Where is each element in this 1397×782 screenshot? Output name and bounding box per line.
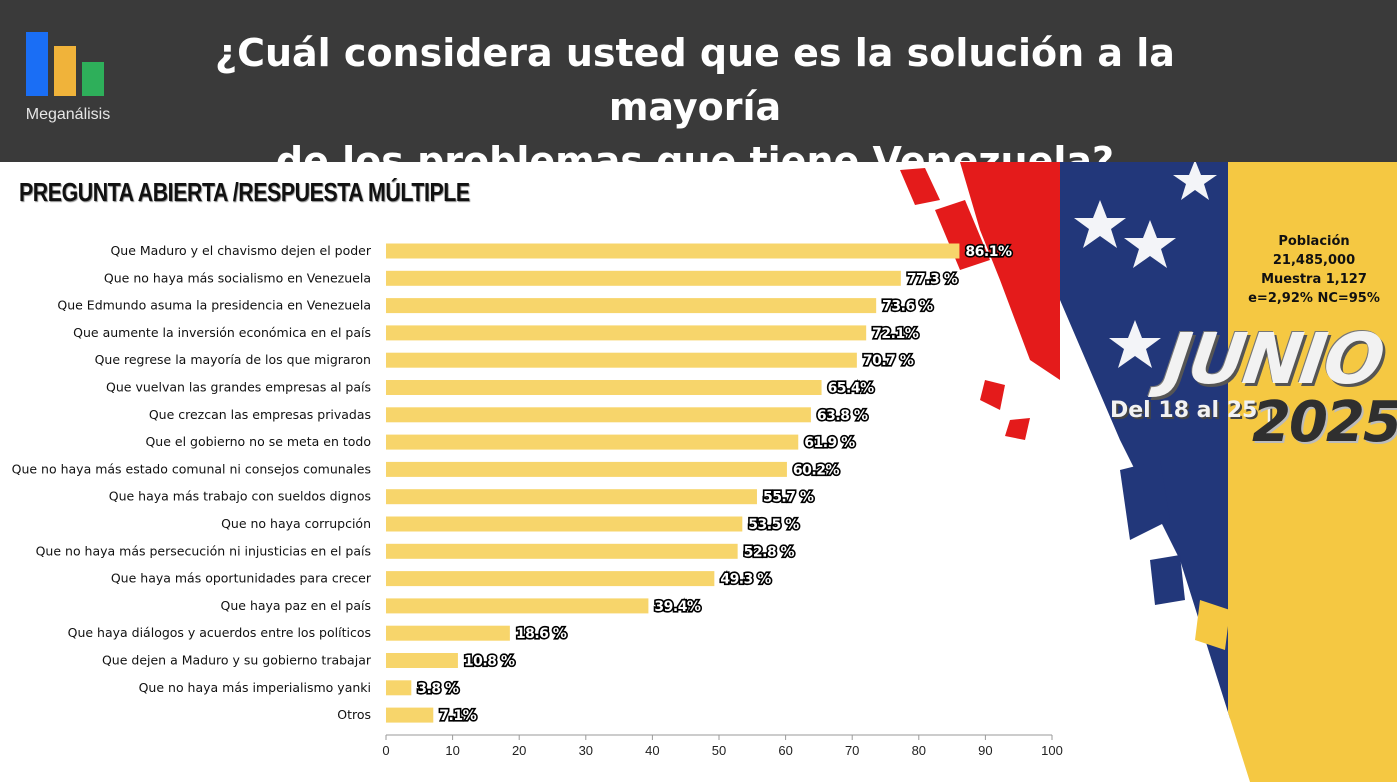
title-line-1: ¿Cuál considera usted que es la solución… <box>215 31 1175 129</box>
category-label: Que Maduro y el chavismo dejen el poder <box>110 243 371 258</box>
x-tick-label: 50 <box>712 743 726 758</box>
category-label: Que haya diálogos y acuerdos entre los p… <box>68 625 371 640</box>
value-label: 63.8 % <box>817 408 868 424</box>
x-tick-label: 70 <box>845 743 859 758</box>
bar <box>386 298 877 314</box>
category-label: Que regrese la mayoría de los que migrar… <box>95 352 371 367</box>
page-title: ¿Cuál considera usted que es la solución… <box>150 26 1240 162</box>
value-label: 39.4% <box>654 599 701 615</box>
x-tick-label: 90 <box>978 743 992 758</box>
category-label: Que vuelvan las grandes empresas al país <box>106 380 371 395</box>
category-label: Que dejen a Maduro y su gobierno trabaja… <box>102 653 372 668</box>
category-label: Que haya más oportunidades para crecer <box>111 571 372 586</box>
bar <box>386 707 434 723</box>
bar <box>386 243 960 259</box>
error-margin: e=2,92% NC=95% <box>1248 291 1380 306</box>
value-label: 73.6 % <box>882 299 933 315</box>
x-tick-label: 100 <box>1041 743 1063 758</box>
value-label: 60.2% <box>793 462 840 478</box>
bar <box>386 543 738 559</box>
category-label: Que no haya más imperialismo yanki <box>139 680 371 695</box>
category-label: Que no haya más persecución ni injustici… <box>36 543 371 558</box>
population-value: 21,485,000 <box>1272 253 1356 268</box>
bar <box>386 380 822 395</box>
survey-date-range: Del 18 al 25 | <box>1110 398 1274 423</box>
bar <box>386 434 799 450</box>
logo-bar-green <box>82 62 104 96</box>
population-label: Población <box>1278 234 1350 249</box>
bar <box>386 653 458 668</box>
bar <box>386 325 867 341</box>
value-label: 61.9 % <box>804 435 855 451</box>
value-label: 7.1% <box>439 708 476 724</box>
category-label: Que aumente la inversión económica en el… <box>73 325 371 340</box>
logo-bar-blue <box>26 32 48 96</box>
value-label: 86.1% <box>965 244 1012 260</box>
x-tick-label: 80 <box>912 743 926 758</box>
x-tick-label: 60 <box>778 743 792 758</box>
bar <box>386 270 901 286</box>
header-bar: Meganálisis ¿Cuál considera usted que es… <box>0 0 1397 162</box>
category-label: Que Edmundo asuma la presidencia en Vene… <box>57 298 371 313</box>
value-label: 18.6 % <box>516 626 567 642</box>
meganalisis-logo: Meganálisis <box>22 32 114 128</box>
value-label: 3.8 % <box>417 681 459 697</box>
sample-size: Muestra 1,127 <box>1261 272 1367 287</box>
value-label: 77.3 % <box>907 271 958 287</box>
x-tick-label: 10 <box>445 743 459 758</box>
x-tick-label: 0 <box>382 743 389 758</box>
value-label: 10.8 % <box>464 654 515 670</box>
question-type-subtitle: PREGUNTA ABIERTA /RESPUESTA MÚLTIPLE <box>19 177 470 207</box>
category-label: Que el gobierno no se meta en todo <box>145 434 371 449</box>
bar <box>386 598 649 614</box>
bar <box>386 516 743 532</box>
x-tick-label: 40 <box>645 743 659 758</box>
logo-bar-orange <box>54 46 76 96</box>
bar <box>386 571 715 587</box>
category-label: Que haya paz en el país <box>221 598 371 613</box>
bar <box>386 625 510 641</box>
bar <box>386 680 412 696</box>
category-label: Que no haya corrupción <box>221 516 371 531</box>
survey-info: Población 21,485,000 Muestra 1,127 e=2,9… <box>1236 232 1392 308</box>
value-label: 55.7 % <box>763 490 814 506</box>
survey-year: 2025 <box>1252 390 1397 455</box>
bar <box>386 489 757 505</box>
category-label: Que no haya más estado comunal ni consej… <box>12 461 371 476</box>
value-label: 70.7 % <box>863 353 914 369</box>
x-tick-label: 20 <box>512 743 526 758</box>
category-label: Que no haya más socialismo en Venezuela <box>104 270 371 285</box>
bar <box>386 461 787 477</box>
value-label: 65.4% <box>828 381 875 397</box>
category-label: Otros <box>337 707 371 722</box>
bar <box>386 352 857 368</box>
value-label: 49.3 % <box>720 572 771 588</box>
bar <box>386 407 811 423</box>
x-tick-label: 30 <box>579 743 593 758</box>
category-label: Que haya más trabajo con sueldos dignos <box>109 489 371 504</box>
logo-text: Meganálisis <box>25 106 111 123</box>
title-line-2: de los problemas que tiene Venezuela? <box>275 139 1115 162</box>
value-label: 53.5 % <box>748 517 799 533</box>
value-label: 52.8 % <box>744 544 795 560</box>
category-label: Que crezcan las empresas privadas <box>149 407 371 422</box>
value-label: 72.1% <box>872 326 919 342</box>
